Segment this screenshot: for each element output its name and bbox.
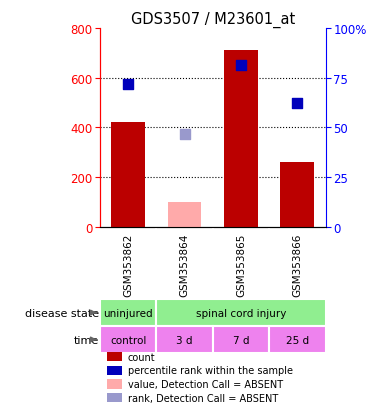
Text: percentile rank within the sample: percentile rank within the sample — [128, 366, 293, 375]
Bar — [100, 299, 157, 326]
Bar — [111, 123, 145, 227]
Text: count: count — [128, 352, 155, 362]
Bar — [157, 299, 326, 326]
Text: GSM353862: GSM353862 — [123, 233, 133, 296]
Bar — [213, 326, 269, 353]
Text: spinal cord injury: spinal cord injury — [196, 308, 286, 318]
Title: GDS3507 / M23601_at: GDS3507 / M23601_at — [131, 12, 295, 28]
Bar — [269, 326, 326, 353]
Text: GSM353865: GSM353865 — [236, 233, 246, 296]
Text: 7 d: 7 d — [233, 335, 249, 345]
Text: value, Detection Call = ABSENT: value, Detection Call = ABSENT — [128, 379, 283, 389]
Text: time: time — [74, 335, 99, 345]
Bar — [280, 163, 314, 227]
Text: uninjured: uninjured — [103, 308, 153, 318]
Text: GSM353864: GSM353864 — [179, 233, 189, 296]
Bar — [168, 202, 202, 227]
Bar — [100, 326, 157, 353]
Bar — [224, 51, 258, 227]
Text: GSM353866: GSM353866 — [292, 233, 302, 296]
Point — [125, 81, 131, 88]
Text: 25 d: 25 d — [286, 335, 309, 345]
Text: control: control — [110, 335, 146, 345]
Point — [295, 100, 300, 107]
Text: rank, Detection Call = ABSENT: rank, Detection Call = ABSENT — [128, 393, 278, 403]
Point — [238, 63, 244, 69]
Bar — [157, 326, 213, 353]
Point — [182, 131, 188, 138]
Text: disease state: disease state — [25, 308, 99, 318]
Text: 3 d: 3 d — [176, 335, 193, 345]
